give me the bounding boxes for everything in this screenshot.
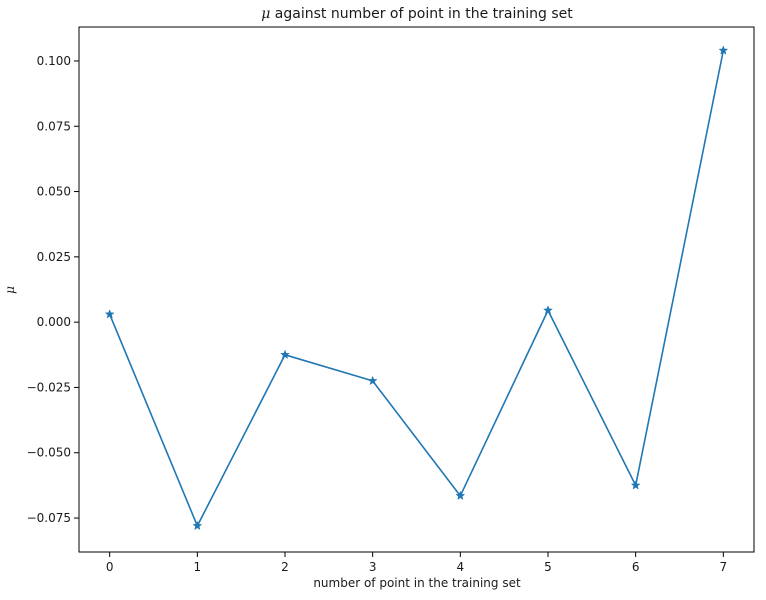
- data-point-star: [280, 349, 290, 360]
- y-tick-label: −0.050: [27, 446, 71, 460]
- data-point-star: [192, 520, 203, 531]
- x-tick-label: 1: [194, 560, 202, 574]
- series-line: [108, 50, 725, 527]
- y-tick-label: 0.025: [37, 250, 71, 264]
- x-tick-label: 7: [719, 560, 727, 574]
- x-tick-label: 5: [544, 560, 552, 574]
- data-point-star: [718, 45, 729, 55]
- x-tick-label: 6: [632, 560, 640, 574]
- y-tick-label: −0.025: [27, 380, 71, 394]
- y-axis: −0.075 −0.050 −0.025 0.000 0.025 0.050 0.075 0.…: [27, 54, 79, 525]
- y-tick-label: 0.100: [37, 54, 71, 68]
- x-tick-label: 0: [106, 560, 114, 574]
- y-axis-title: μ: [3, 286, 17, 294]
- x-tick-label: 4: [457, 560, 465, 574]
- series-layer: [104, 45, 729, 531]
- axes-frame: [78, 26, 755, 553]
- data-point-star: [455, 490, 466, 501]
- chart-title: μ against number of point in the trainin…: [261, 6, 573, 22]
- plot-area: 0 1 2 3 4 5 6 7 −0.075 −0.050 −0.025 0.000 0.025 0.0…: [27, 26, 755, 574]
- chart-title-symbol: μ: [261, 6, 270, 22]
- x-tick-label: 2: [281, 560, 289, 574]
- x-axis-title: number of point in the training set: [313, 576, 521, 590]
- data-point-star: [543, 305, 553, 315]
- data-point-star: [104, 309, 115, 319]
- chart-title-text: against number of point in the training …: [270, 6, 573, 22]
- y-tick-label: −0.075: [27, 511, 71, 525]
- y-tick-label: 0.050: [37, 185, 71, 199]
- x-tick-label: 3: [369, 560, 377, 574]
- data-point-star: [367, 375, 378, 386]
- y-tick-label: 0.000: [37, 315, 71, 329]
- y-tick-label: 0.075: [37, 119, 71, 133]
- x-axis: 0 1 2 3 4 5 6 7: [106, 552, 727, 574]
- data-point-star: [630, 480, 641, 490]
